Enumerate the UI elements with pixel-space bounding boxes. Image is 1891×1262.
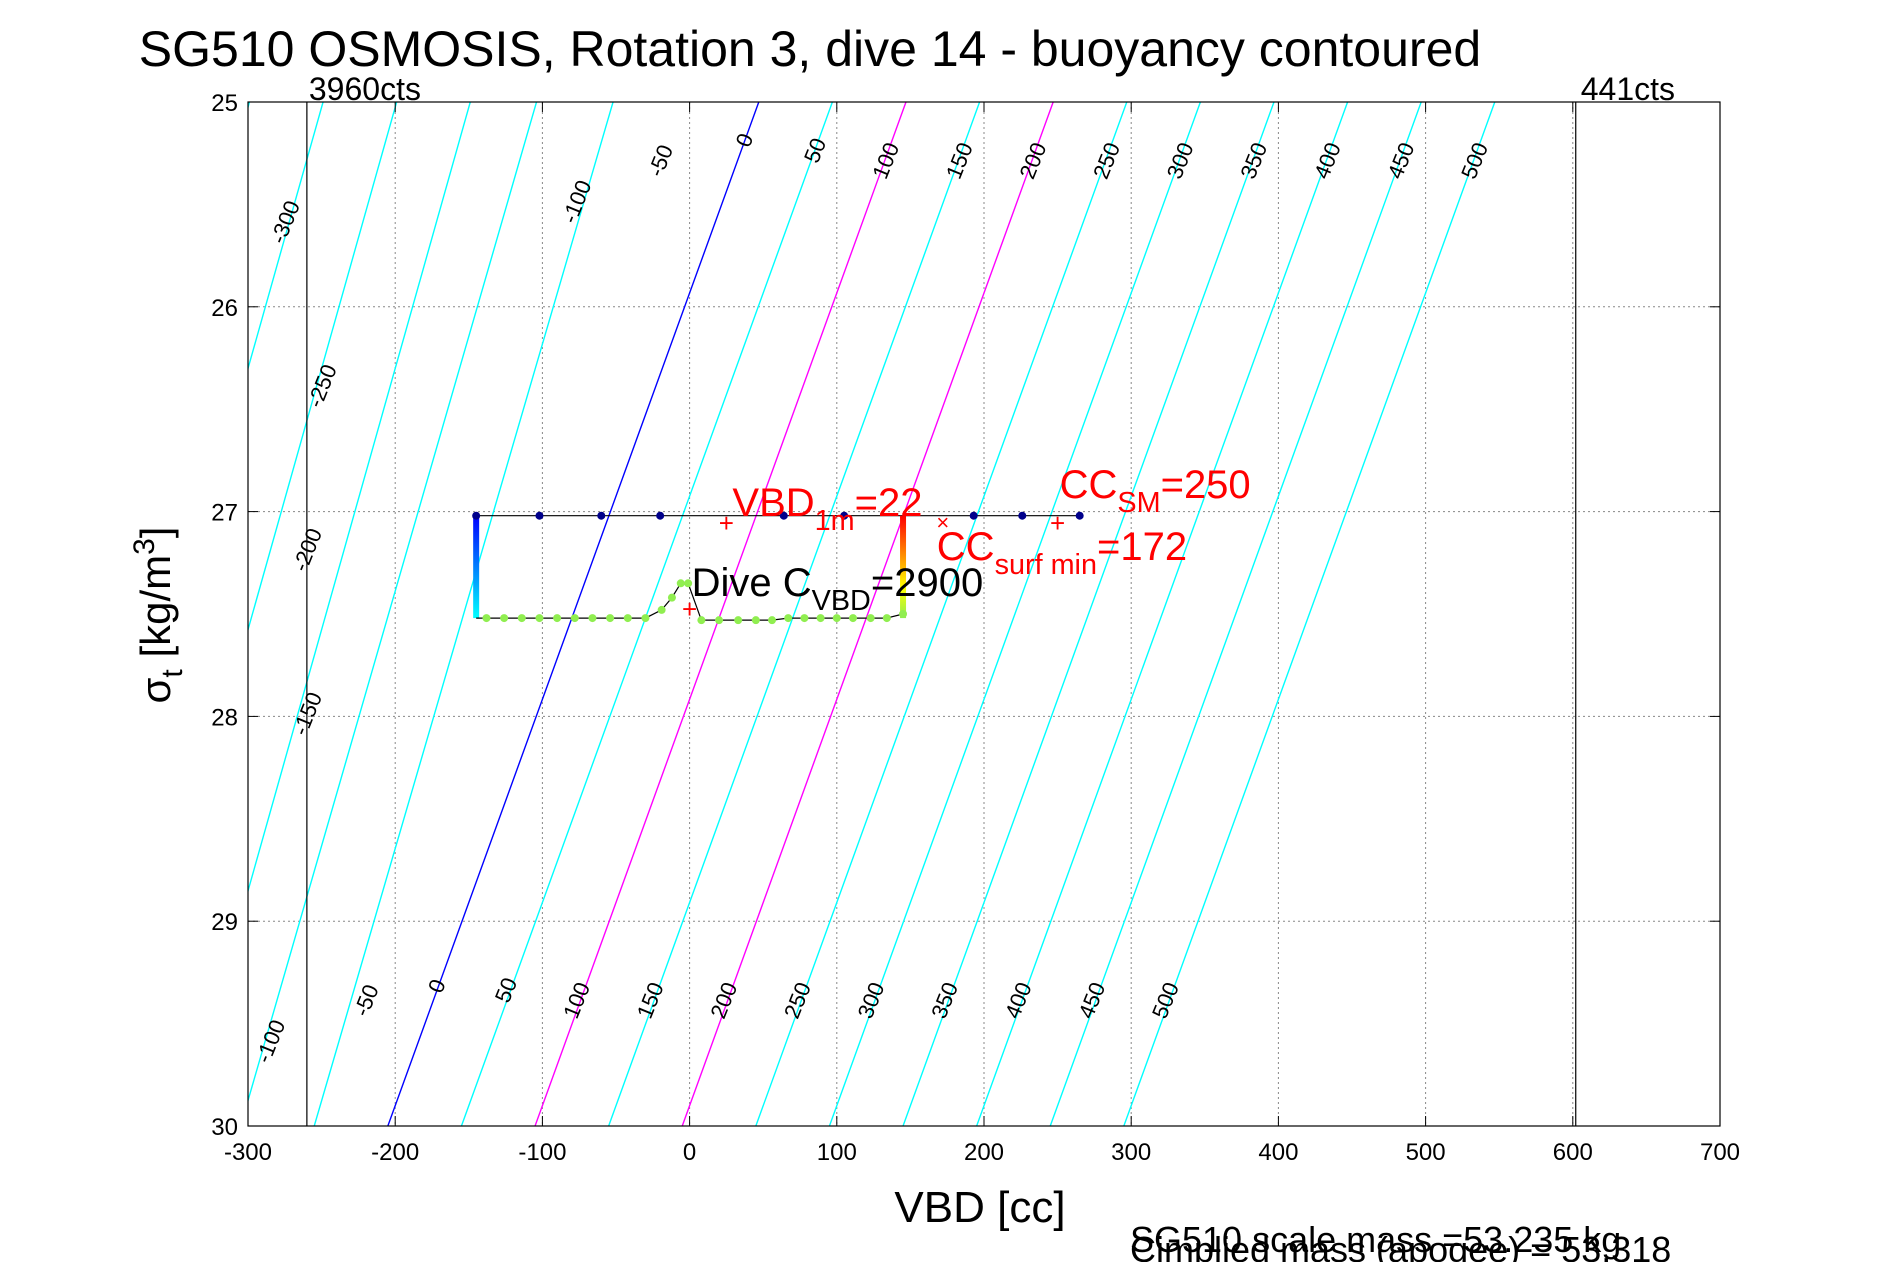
track-bottom-point [816, 614, 825, 623]
contour-line [313, 102, 614, 1126]
x-tick-label: 500 [1406, 1139, 1446, 1166]
ccsm-annotation: CCSM=250 [1060, 463, 1251, 519]
track-bottom-point [768, 616, 777, 625]
track-bottom-point [676, 579, 685, 588]
track-bottom-point [734, 616, 743, 625]
track-bottom-point [500, 614, 509, 623]
track-bottom-point [832, 614, 841, 623]
contour-line [1049, 102, 1422, 1126]
track-bottom-point [667, 593, 676, 602]
track-bottom-point [697, 616, 706, 625]
contour-line [755, 102, 1128, 1126]
track-top-point [840, 511, 849, 520]
contour-line [607, 102, 981, 1126]
track-bottom-point [553, 614, 562, 623]
footer-implied-mass: Cimplied mass (apogee) = 53.318 [1130, 1229, 1671, 1262]
track-top-point [597, 511, 606, 520]
x-tick-label: -100 [518, 1139, 566, 1166]
track-top-point [472, 511, 481, 520]
ccsurf-marker: × [936, 510, 949, 535]
y-tick-label: 28 [211, 704, 238, 731]
chart-title: SG510 OSMOSIS, Rotation 3, dive 14 - buo… [139, 21, 1481, 77]
vbd-limit-label: 3960cts [309, 71, 421, 107]
ccsurf-annotation: CCsurf min=172 [937, 525, 1187, 581]
track-left-descent [473, 515, 480, 619]
x-tick-label: 200 [964, 1139, 1004, 1166]
x-tick-label: 400 [1258, 1139, 1298, 1166]
track-top-point [779, 511, 788, 520]
y-tick-label: 26 [211, 295, 238, 322]
track-bottom-point [606, 614, 615, 623]
dive-cvbd-marker: + [682, 594, 697, 624]
vbd-limit-label: 441cts [1581, 71, 1675, 107]
x-tick-label: -300 [224, 1139, 272, 1166]
track-bottom-point [641, 614, 650, 623]
contour-line [248, 102, 398, 633]
contour-line [248, 102, 324, 372]
vbd1m-marker: + [719, 508, 734, 538]
track-top-point [656, 511, 665, 520]
contour-line [975, 102, 1349, 1126]
track-top-point [1018, 511, 1027, 520]
x-tick-label: 700 [1700, 1139, 1740, 1166]
contour-line [681, 102, 1054, 1126]
y-tick-label: 27 [211, 500, 238, 527]
track-bottom-point [684, 579, 693, 588]
contour-line [902, 102, 1275, 1126]
dive-track [472, 511, 1084, 625]
track-top-point [1075, 511, 1084, 520]
track-bottom-point [570, 614, 579, 623]
ccsm-marker: + [1050, 508, 1065, 538]
footer-scale-mass: SG510 scale mass =53.235 kg [1130, 1219, 1621, 1260]
x-tick-label: 0 [683, 1139, 696, 1166]
x-tick-label: 100 [817, 1139, 857, 1166]
track-bottom-point [866, 614, 875, 623]
contour-line [1123, 102, 1496, 1126]
contour-line [828, 102, 1202, 1126]
track-bottom-point [882, 614, 891, 623]
dive-cvbd-annotation: Dive CVBD=2900 [692, 561, 984, 617]
y-tick-label: 30 [211, 1114, 238, 1141]
y-tick-label: 29 [211, 909, 238, 936]
y-axis-label: σt [kg/m3] [128, 527, 189, 704]
track-bottom-point [751, 616, 760, 625]
track-bottom-point [800, 614, 809, 623]
track-bottom-point [535, 614, 544, 623]
track-top-point [535, 511, 544, 520]
x-tick-label: 600 [1553, 1139, 1593, 1166]
contour-line [460, 102, 834, 1126]
contour-line [248, 102, 471, 894]
track-bottom-point [657, 605, 666, 614]
contour-line [534, 102, 907, 1126]
track-right-ascent [900, 515, 907, 619]
y-axis-ticks: 25 26 27 28 29 30 [211, 90, 1720, 1141]
vbd-limit-lines: 3960cts 441cts [306, 71, 1675, 1126]
track-bottom-point [899, 610, 908, 618]
vbd1m-annotation: VBD1m=22 [732, 481, 922, 537]
contour-line [248, 102, 538, 1104]
track-top-point [969, 511, 978, 520]
y-tick-label: 25 [211, 90, 238, 117]
track-bottom-point [482, 614, 491, 623]
x-axis-label: VBD [cc] [894, 1183, 1065, 1232]
contour-line [387, 102, 760, 1126]
track-bottom-point [715, 616, 724, 625]
track-bottom-point [588, 614, 597, 623]
buoyancy-contours [248, 102, 1496, 1126]
track-bottom-point [848, 614, 857, 623]
track-bottom-point [623, 614, 632, 623]
track-bottom-point [784, 614, 793, 623]
x-tick-label: 300 [1111, 1139, 1151, 1166]
track-bottom-point [517, 614, 526, 623]
x-tick-label: -200 [371, 1139, 419, 1166]
x-axis-ticks: -300 -200 -100 0 100 200 300 400 500 600 700 [224, 102, 1740, 1166]
